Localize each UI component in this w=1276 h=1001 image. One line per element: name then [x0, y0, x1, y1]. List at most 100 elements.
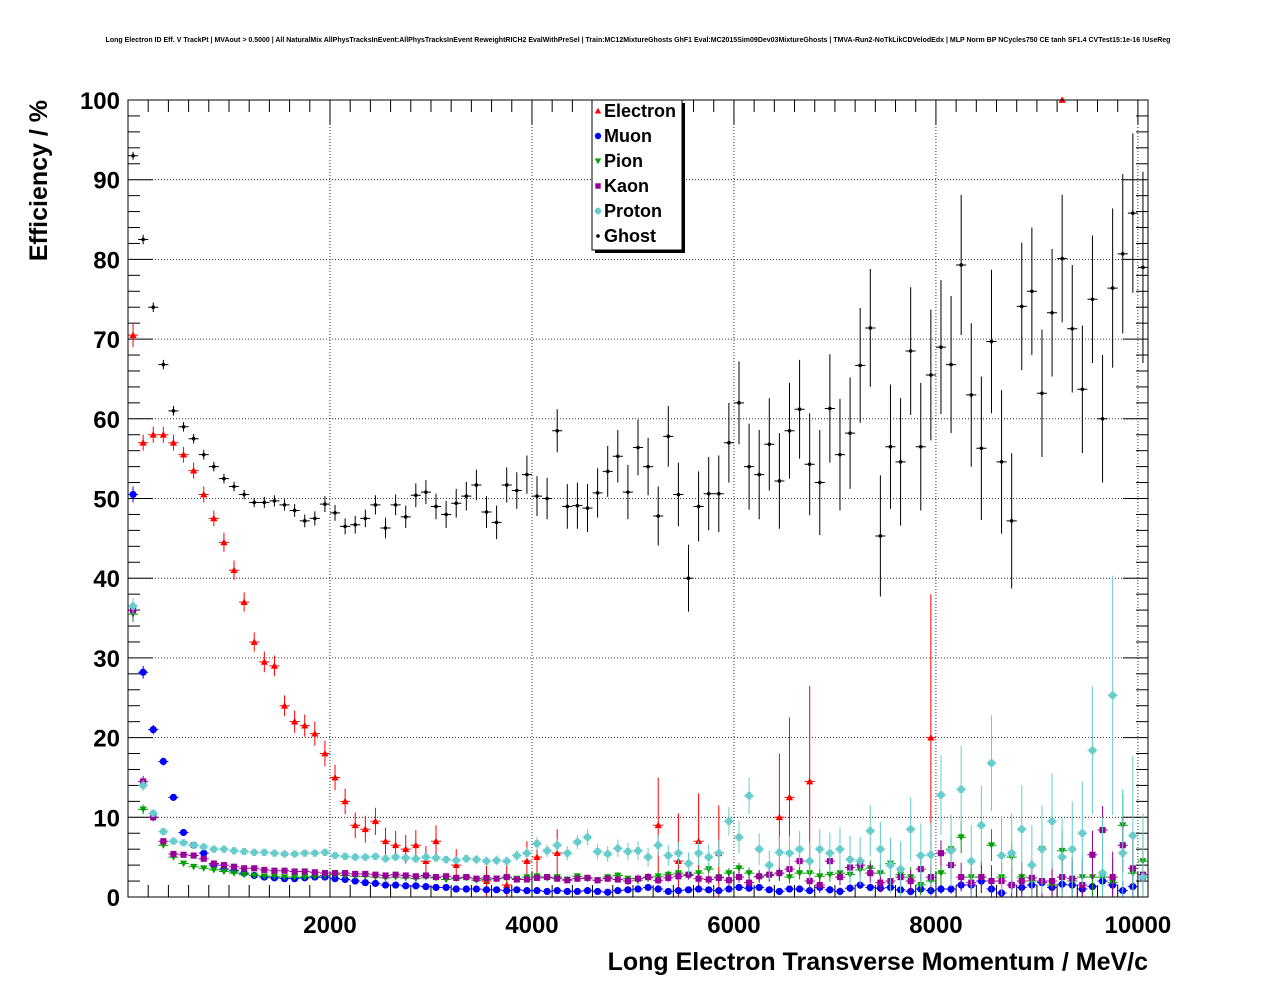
data-point-muon — [563, 887, 571, 896]
data-point-proton — [301, 849, 309, 857]
data-point-electron — [210, 514, 218, 522]
data-point-proton — [462, 855, 470, 863]
y-axis-title: Efficiency / % — [25, 100, 53, 261]
data-point-ghost — [696, 504, 701, 509]
data-point-kaon — [614, 876, 621, 883]
data-point-kaon — [554, 875, 561, 882]
y-tick-label: 100 — [80, 88, 120, 115]
data-point-kaon — [574, 875, 581, 882]
data-point-electron — [270, 662, 279, 669]
data-point-kaon — [513, 876, 520, 883]
data-point-muon — [614, 887, 622, 895]
data-point-proton — [594, 847, 602, 856]
data-point-proton — [513, 851, 521, 860]
data-point-electron — [311, 730, 319, 737]
data-point-ghost — [585, 506, 590, 510]
chart-title: Long Electron ID Eff. V TrackPt | MVAout… — [106, 37, 1171, 44]
data-point-ghost — [403, 515, 408, 519]
y-tick-label: 70 — [93, 327, 120, 354]
data-point-electron — [230, 566, 238, 574]
data-point-ghost — [292, 508, 297, 513]
data-point-pion — [937, 870, 945, 877]
data-point-muon — [422, 883, 430, 891]
data-point-ghost — [141, 237, 145, 242]
x-tick-label: 2000 — [303, 912, 356, 939]
data-point-kaon — [1018, 878, 1025, 885]
data-point-electron — [260, 658, 268, 665]
data-point-proton — [200, 843, 208, 851]
data-point-proton — [785, 849, 794, 857]
x-tick-label: 6000 — [707, 912, 760, 939]
data-point-muon — [139, 668, 147, 676]
data-point-electron — [654, 821, 662, 829]
data-point-kaon — [493, 875, 500, 882]
data-point-kaon — [715, 874, 722, 881]
data-point-muon — [836, 887, 844, 896]
data-point-kaon — [645, 874, 652, 881]
data-point-kaon — [907, 878, 914, 885]
data-point-kaon — [978, 874, 985, 881]
data-point-ghost — [282, 503, 287, 507]
legend-marker-proton — [594, 207, 602, 215]
data-point-kaon — [533, 874, 541, 881]
data-point-proton — [270, 849, 279, 857]
data-point-muon — [634, 885, 642, 893]
data-point-pion — [230, 870, 238, 877]
data-point-proton — [735, 833, 743, 841]
data-point-kaon — [624, 878, 631, 885]
data-point-ghost — [535, 494, 539, 498]
data-point-kaon — [655, 877, 662, 884]
data-point-ghost — [1080, 387, 1085, 392]
data-point-muon — [674, 887, 682, 895]
data-point-proton — [775, 848, 783, 856]
data-point-proton — [523, 849, 531, 857]
data-point-proton — [694, 849, 703, 857]
data-point-proton — [351, 853, 359, 861]
data-point-ghost — [929, 373, 933, 377]
data-point-proton — [169, 837, 178, 845]
data-point-kaon — [806, 878, 813, 885]
data-point-proton — [503, 857, 511, 865]
data-point-kaon — [877, 879, 884, 886]
legend-label-proton: Proton — [604, 201, 662, 221]
data-point-kaon — [443, 873, 450, 880]
data-point-ghost — [838, 452, 842, 457]
data-point-electron — [533, 853, 541, 861]
data-point-ghost — [605, 469, 610, 474]
data-point-ghost — [555, 428, 560, 433]
data-point-ghost — [716, 491, 721, 496]
data-point-kaon — [725, 877, 732, 884]
data-point-electron — [412, 841, 420, 849]
data-point-proton — [1018, 825, 1026, 833]
data-point-ghost — [848, 431, 852, 435]
data-point-kaon — [483, 874, 490, 881]
data-point-kaon — [594, 877, 601, 884]
legend-label-kaon: Kaon — [604, 176, 649, 196]
data-point-ghost — [1110, 286, 1115, 290]
data-point-ghost — [858, 363, 862, 368]
data-point-ghost — [565, 504, 570, 509]
data-point-muon — [694, 885, 703, 893]
data-point-ghost — [1060, 256, 1064, 261]
data-point-ghost — [252, 500, 257, 505]
y-tick-label: 10 — [93, 805, 120, 832]
data-point-kaon — [241, 865, 248, 872]
data-point-ghost — [636, 445, 640, 450]
data-point-proton — [422, 853, 430, 861]
data-point-ghost — [999, 460, 1004, 464]
data-point-ghost — [414, 493, 418, 498]
data-point-kaon — [867, 870, 874, 877]
data-point-pion — [301, 874, 309, 881]
data-point-kaon — [634, 875, 642, 882]
legend-box — [591, 99, 683, 251]
data-point-muon — [523, 887, 531, 895]
data-point-pion — [745, 870, 753, 877]
data-point-kaon — [321, 870, 328, 877]
data-point-pion — [190, 863, 198, 871]
data-point-proton — [907, 825, 915, 833]
data-point-kaon — [988, 878, 995, 885]
data-point-ghost — [1070, 326, 1075, 331]
data-point-proton — [927, 851, 935, 859]
data-point-electron — [553, 849, 561, 857]
data-point-proton — [1098, 869, 1107, 877]
